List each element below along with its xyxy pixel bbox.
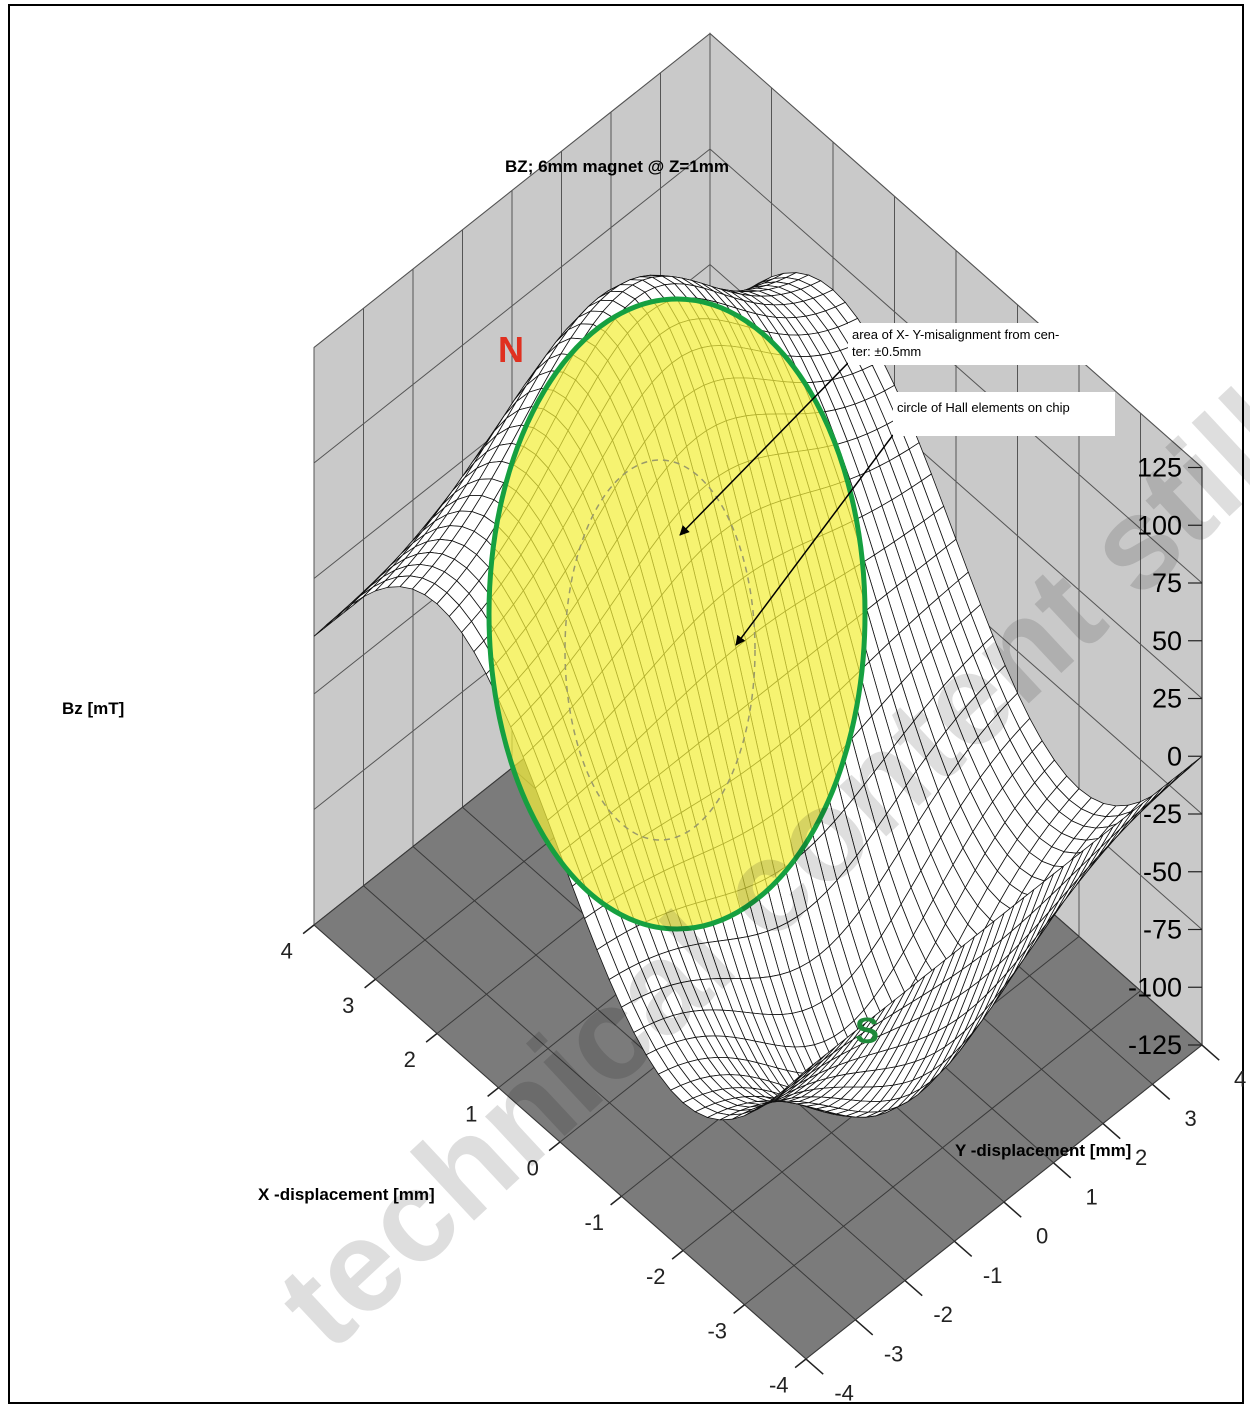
y-tick-label: 2 xyxy=(1135,1145,1147,1170)
y-tick-mark xyxy=(1054,1163,1071,1178)
chart-title: BZ; 6mm magnet @ Z=1mm xyxy=(505,157,729,176)
x-tick-mark xyxy=(365,979,376,988)
x-tick-mark xyxy=(426,1034,437,1043)
z-tick-label: -125 xyxy=(1128,1030,1182,1060)
annotation-misalignment-line2: ter: ±0.5mm xyxy=(852,344,921,359)
z-tick-label: -100 xyxy=(1128,972,1182,1002)
south-pole-label: S xyxy=(855,1010,879,1051)
y-tick-mark xyxy=(955,1241,972,1256)
y-tick-label: -3 xyxy=(884,1341,904,1366)
y-tick-label: 1 xyxy=(1086,1184,1098,1209)
y-axis-label: Y -displacement [mm] xyxy=(955,1141,1131,1160)
annotation-misalignment-line1: area of X- Y-misalignment from cen- xyxy=(852,327,1059,342)
y-tick-mark xyxy=(1153,1084,1170,1099)
z-tick-label: -75 xyxy=(1143,915,1182,945)
y-tick-mark xyxy=(905,1281,922,1296)
y-tick-mark xyxy=(806,1359,823,1374)
y-tick-label: 3 xyxy=(1185,1106,1197,1131)
z-axis-label: Bz [mT] xyxy=(62,699,124,718)
y-tick-label: -1 xyxy=(983,1263,1003,1288)
y-tick-label: 0 xyxy=(1036,1224,1048,1249)
y-tick-mark xyxy=(1004,1202,1021,1217)
z-tick-label: -50 xyxy=(1143,857,1182,887)
x-tick-label: -3 xyxy=(707,1318,727,1343)
x-tick-mark xyxy=(672,1251,683,1260)
north-pole-label: N xyxy=(498,329,524,370)
annotation-hall-circle: circle of Hall elements on chip xyxy=(893,392,1115,436)
x-tick-label: 3 xyxy=(342,993,354,1018)
y-tick-label: -4 xyxy=(834,1381,854,1406)
z-tick-label: 50 xyxy=(1152,626,1182,656)
y-tick-label: -2 xyxy=(933,1302,953,1327)
z-tick-label: 0 xyxy=(1167,741,1182,771)
x-tick-mark xyxy=(303,925,314,934)
x-tick-mark xyxy=(611,1196,622,1205)
annotation-hall-circle-text: circle of Hall elements on chip xyxy=(897,400,1070,415)
x-tick-label: 2 xyxy=(404,1047,416,1072)
y-tick-mark xyxy=(1103,1124,1120,1139)
x-tick-mark xyxy=(734,1305,745,1314)
x-tick-label: -4 xyxy=(769,1373,789,1398)
x-tick-label: -2 xyxy=(646,1264,666,1289)
y-tick-label: 4 xyxy=(1234,1067,1246,1092)
x-tick-label: -1 xyxy=(584,1210,604,1235)
z-tick-label: -25 xyxy=(1143,799,1182,829)
x-tick-label: 4 xyxy=(281,939,293,964)
x-tick-mark xyxy=(795,1359,806,1368)
y-tick-mark xyxy=(856,1320,873,1335)
annotation-misalignment: area of X- Y-misalignment from cen- ter:… xyxy=(848,323,1110,365)
y-tick-mark xyxy=(1202,1045,1219,1060)
z-tick-label: 25 xyxy=(1152,684,1182,714)
